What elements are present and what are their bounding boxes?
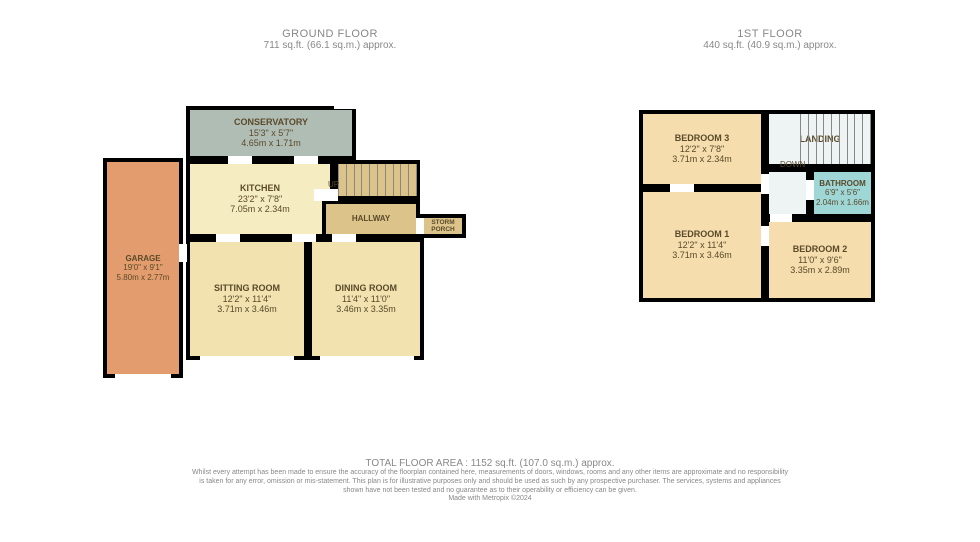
room-dim-imperial: 15'3" x 5'7" (249, 128, 293, 138)
door-gap (292, 234, 316, 242)
stair-tread (361, 164, 362, 196)
room-dim-imperial: 12'2" x 11'4" (223, 294, 272, 304)
room-name: CONSERVATORY (234, 117, 308, 127)
room-dim-metric: 2.04m x 1.66m (816, 198, 869, 207)
room-name: HALLWAY (352, 214, 390, 223)
stair-tread (416, 164, 417, 196)
room-dim-metric: 4.65m x 1.71m (241, 138, 301, 148)
ground-floor-name: GROUND FLOOR (200, 28, 460, 40)
room-sitting: SITTING ROOM12'2" x 11'4"3.71m x 3.46m (186, 238, 308, 360)
door-gap (115, 374, 171, 382)
door-gap (200, 356, 294, 364)
door-gap (770, 214, 792, 222)
room-conservatory: CONSERVATORY15'3" x 5'7"4.65m x 1.71m (186, 106, 356, 160)
stair-tread (839, 114, 840, 164)
stair-tread (800, 114, 801, 164)
stair-tread (377, 164, 378, 196)
total-area: TOTAL FLOOR AREA : 1152 sq.ft. (107.0 sq… (0, 458, 980, 469)
room-bathroom: BATHROOM6'9" x 5'6"2.04m x 1.66m (810, 168, 875, 218)
stair-tread (369, 164, 370, 196)
stair-tread (831, 114, 832, 164)
footer: TOTAL FLOOR AREA : 1152 sq.ft. (107.0 sq… (0, 458, 980, 504)
door-gap (179, 244, 187, 262)
room-name: KITCHEN (240, 183, 280, 193)
room-name: BEDROOM 1 (675, 229, 730, 239)
stair-tread (870, 114, 871, 164)
stair-tread (816, 114, 817, 164)
room-dim-metric: 3.35m x 2.89m (790, 265, 850, 275)
stair-tread (393, 164, 394, 196)
room-dim-metric: 5.80m x 2.77m (117, 273, 170, 282)
door-gap (216, 234, 240, 242)
stair-tread (854, 114, 855, 164)
stair-tread (808, 114, 809, 164)
room-dim-imperial: 11'4" x 11'0" (342, 294, 390, 304)
room-hallway: HALLWAY (322, 200, 420, 238)
stair-tread (400, 164, 401, 196)
room-dim-imperial: 6'9" x 5'6" (825, 188, 860, 197)
tiny-label: DOWN (780, 160, 805, 169)
room-dim-metric: 7.05m x 2.34m (230, 204, 290, 214)
room-dim-metric: 3.46m x 3.35m (336, 304, 396, 314)
floorplan-stage: GROUND FLOOR 711 sq.ft. (66.1 sq.m.) app… (0, 0, 980, 542)
door-gap (314, 189, 338, 201)
room-dim-metric: 3.71m x 3.46m (217, 304, 277, 314)
ground-floor-title: GROUND FLOOR 711 sq.ft. (66.1 sq.m.) app… (200, 28, 460, 51)
first-floor-title: 1ST FLOOR 440 sq.ft. (40.9 sq.m.) approx… (640, 28, 900, 51)
room-land-lobby (765, 168, 810, 218)
room-kitchen: KITCHEN23'2" x 7'8"7.05m x 2.34m (186, 160, 334, 238)
tiny-label: UP (328, 180, 339, 189)
credit: Made with Metropix ©2024 (190, 495, 790, 504)
door-gap (320, 356, 414, 364)
door-gap (806, 180, 814, 200)
door-gap (416, 218, 424, 234)
room-name: BEDROOM 3 (675, 133, 730, 143)
room-name: GARAGE (125, 254, 160, 263)
stair-tread (346, 164, 347, 196)
stair-tread (862, 114, 863, 164)
room-dim-imperial: 19'0" x 9'1" (123, 263, 162, 272)
door-gap (334, 103, 356, 109)
door-gap (761, 226, 769, 246)
room-name: LANDING (800, 134, 841, 144)
door-gap (761, 174, 769, 194)
stair-tread (847, 114, 848, 164)
room-name: BATHROOM (819, 179, 866, 188)
disclaimer: Whilst every attempt has been made to en… (190, 469, 790, 495)
room-dim-imperial: 12'2" x 11'4" (678, 240, 727, 250)
room-name: STORM PORCH (424, 219, 462, 234)
door-gap (294, 156, 318, 164)
first-floor-name: 1ST FLOOR (640, 28, 900, 40)
room-dining: DINING ROOM11'4" x 11'0"3.46m x 3.35m (308, 238, 424, 360)
stair-tread (354, 164, 355, 196)
first-floor-sub: 440 sq.ft. (40.9 sq.m.) approx. (640, 40, 900, 51)
door-gap (332, 234, 356, 242)
stair-tread (385, 164, 386, 196)
door-gap (228, 156, 252, 164)
door-gap (670, 184, 694, 192)
room-garage: GARAGE19'0" x 9'1"5.80m x 2.77m (103, 158, 183, 378)
room-name: DINING ROOM (335, 283, 397, 293)
room-name: BEDROOM 2 (793, 244, 848, 254)
ground-floor-sub: 711 sq.ft. (66.1 sq.m.) approx. (200, 40, 460, 51)
stair-tread (408, 164, 409, 196)
room-bedroom1: BEDROOM 112'2" x 11'4"3.71m x 3.46m (639, 188, 765, 302)
room-bedroom3: BEDROOM 312'2" x 7'8"3.71m x 2.34m (639, 110, 765, 188)
room-dim-metric: 3.71m x 3.46m (672, 250, 732, 260)
room-bedroom2: BEDROOM 211'0" x 9'6"3.35m x 2.89m (765, 218, 875, 302)
room-dim-imperial: 12'2" x 7'8" (680, 144, 724, 154)
room-dim-imperial: 23'2" x 7'8" (238, 194, 282, 204)
room-porch: STORM PORCH (420, 214, 466, 238)
stair-tread (823, 114, 824, 164)
room-dim-metric: 3.71m x 2.34m (672, 154, 732, 164)
room-dim-imperial: 11'0" x 9'6" (798, 255, 842, 265)
room-name: SITTING ROOM (214, 283, 280, 293)
